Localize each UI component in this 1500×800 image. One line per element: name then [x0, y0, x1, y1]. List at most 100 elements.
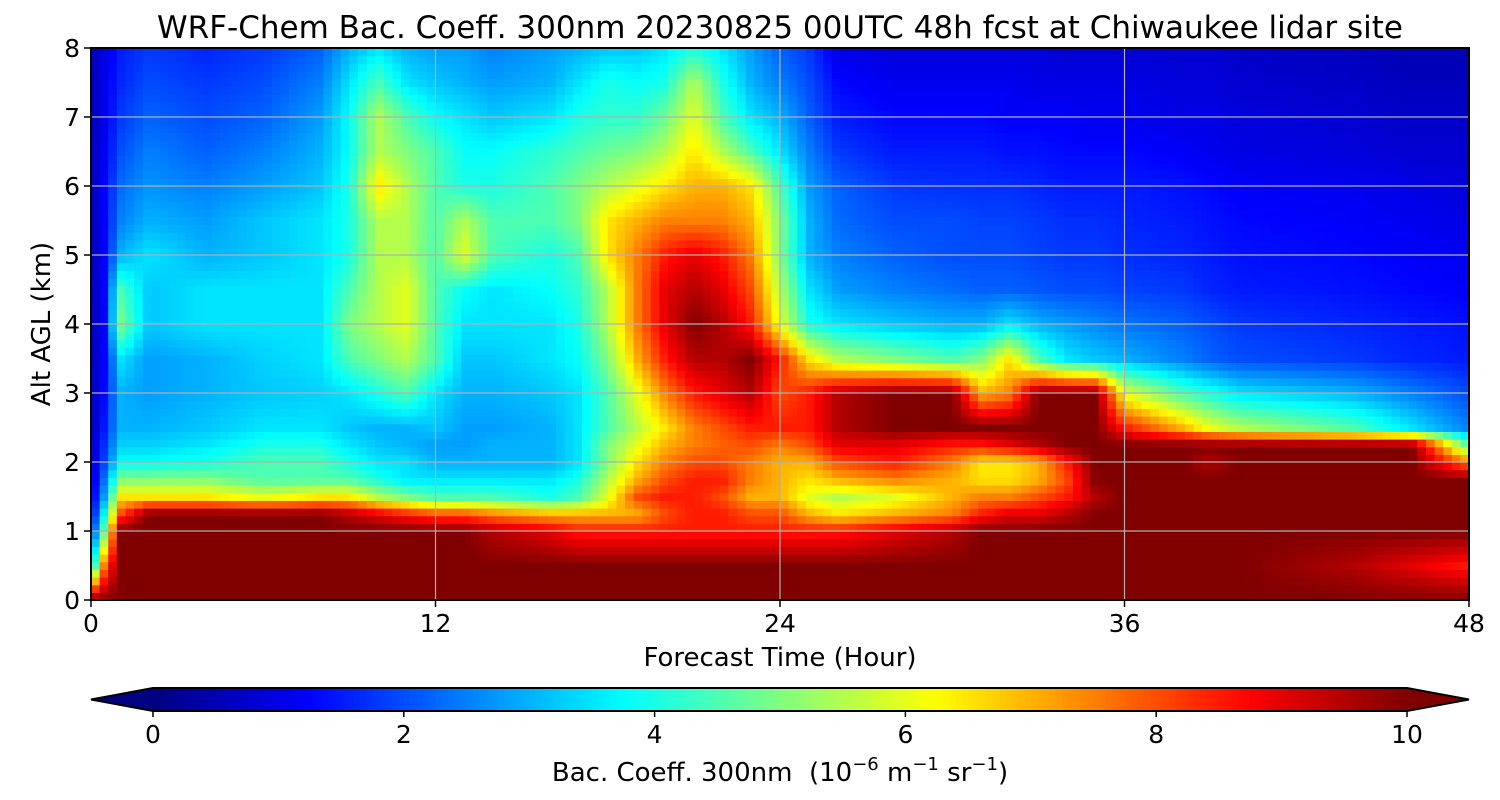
heatmap-cell	[1279, 362, 1289, 371]
heatmap-cell	[142, 523, 152, 532]
heatmap-cell	[91, 546, 101, 555]
heatmap-cell	[960, 569, 971, 578]
heatmap-cell	[1365, 370, 1375, 379]
heatmap-cell	[659, 584, 669, 593]
heatmap-cell	[237, 554, 247, 563]
heatmap-cell	[1253, 592, 1263, 600]
heatmap-cell	[883, 385, 893, 394]
heatmap-cell	[1443, 569, 1453, 578]
heatmap-cell	[780, 393, 790, 402]
heatmap-cell	[685, 454, 695, 463]
heatmap-cell	[1176, 370, 1186, 379]
heatmap-cell	[366, 500, 376, 509]
heatmap-cell	[1339, 569, 1350, 578]
heatmap-cell	[771, 400, 781, 409]
heatmap-cell	[909, 477, 919, 486]
heatmap-cell	[1184, 561, 1194, 570]
heatmap-cell	[1072, 454, 1083, 463]
heatmap-cell	[108, 515, 118, 524]
heatmap-cell	[607, 385, 617, 394]
heatmap-cell	[719, 515, 729, 524]
heatmap-cell	[711, 469, 721, 478]
heatmap-cell	[1012, 462, 1022, 471]
heatmap-cell	[797, 592, 807, 600]
heatmap-cell	[125, 569, 135, 578]
heatmap-cell	[1365, 454, 1375, 463]
heatmap-cell	[711, 546, 721, 555]
heatmap-cell	[547, 385, 557, 394]
heatmap-cell	[280, 416, 290, 425]
heatmap-cell	[202, 431, 213, 440]
heatmap-cell	[1193, 446, 1203, 455]
heatmap-cell	[452, 531, 462, 540]
heatmap-cell	[538, 492, 549, 501]
heatmap-cell	[1167, 400, 1177, 409]
heatmap-cell	[1098, 477, 1108, 486]
heatmap-cell	[926, 492, 936, 501]
heatmap-cell	[375, 523, 385, 532]
heatmap-cell	[1090, 492, 1100, 501]
heatmap-cell	[177, 408, 187, 417]
heatmap-cell	[478, 416, 488, 425]
heatmap-cell	[1236, 508, 1246, 517]
heatmap-cell	[530, 577, 540, 586]
heatmap-cell	[1245, 561, 1255, 570]
heatmap-cell	[1348, 393, 1358, 402]
heatmap-cell	[409, 362, 419, 371]
heatmap-cell	[1055, 554, 1065, 563]
heatmap-cell	[1253, 500, 1263, 509]
heatmap-cell	[1219, 500, 1229, 509]
heatmap-cell	[1133, 508, 1143, 517]
heatmap-cell	[401, 531, 411, 540]
heatmap-cell	[1072, 546, 1083, 555]
heatmap-cell	[668, 400, 678, 409]
heatmap-cell	[848, 377, 859, 386]
heatmap-cell	[900, 385, 910, 394]
heatmap-cell	[1141, 538, 1151, 547]
heatmap-cell	[142, 377, 152, 386]
heatmap-cell	[685, 515, 695, 524]
heatmap-cell	[332, 469, 342, 478]
heatmap-cell	[633, 577, 643, 586]
heatmap-cell	[1158, 439, 1169, 448]
heatmap-cell	[1374, 492, 1384, 501]
heatmap-cell	[1202, 362, 1212, 371]
heatmap-cell	[1124, 362, 1134, 371]
heatmap-cell	[1236, 592, 1246, 600]
heatmap-cell	[590, 362, 600, 371]
heatmap-cell	[375, 592, 385, 600]
heatmap-cell	[780, 469, 790, 478]
heatmap-cell	[1391, 446, 1401, 455]
heatmap-cell	[125, 592, 135, 600]
heatmap-cell	[805, 431, 816, 440]
heatmap-cell	[771, 569, 781, 578]
heatmap-cell	[340, 400, 350, 409]
heatmap-cell	[1193, 569, 1203, 578]
heatmap-cell	[1382, 577, 1393, 586]
heatmap-cell	[1193, 431, 1203, 440]
heatmap-cell	[1417, 546, 1427, 555]
heatmap-cell	[375, 554, 385, 563]
heatmap-cell	[116, 439, 127, 448]
heatmap-cell	[1003, 531, 1014, 540]
heatmap-cell	[1158, 462, 1169, 471]
heatmap-cell	[1107, 439, 1117, 448]
heatmap-cell	[1425, 569, 1436, 578]
heatmap-cell	[151, 377, 161, 386]
heatmap-cell	[728, 423, 738, 432]
heatmap-cell	[1021, 569, 1031, 578]
heatmap-cell	[125, 462, 135, 471]
heatmap-cell	[978, 485, 988, 494]
heatmap-cell	[1176, 469, 1186, 478]
heatmap-cell	[848, 577, 859, 586]
heatmap-cell	[848, 485, 859, 494]
heatmap-cell	[220, 569, 230, 578]
heatmap-cell	[581, 485, 592, 494]
heatmap-cell	[1193, 385, 1203, 394]
heatmap-cell	[1331, 377, 1341, 386]
heatmap-cell	[357, 554, 368, 563]
heatmap-cell	[1210, 531, 1220, 540]
heatmap-cell	[452, 523, 462, 532]
heatmap-cell	[762, 469, 772, 478]
heatmap-cell	[125, 554, 135, 563]
